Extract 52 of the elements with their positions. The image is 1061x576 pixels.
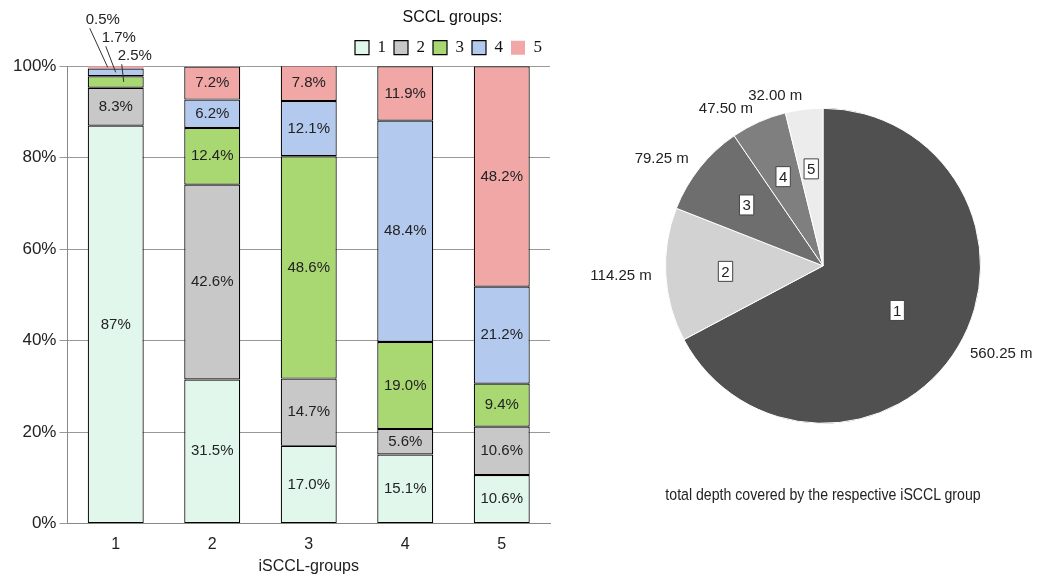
y-tick-label: 80% — [22, 147, 57, 167]
data-label: 21.2% — [480, 325, 524, 343]
data-label: 10.6% — [480, 441, 524, 459]
data-label: 9.4% — [484, 395, 519, 413]
y-tick-label: 20% — [22, 421, 57, 441]
data-label: 42.6% — [190, 272, 234, 290]
data-label: 11.9% — [384, 83, 426, 101]
legend-title: SCCL groups: — [402, 8, 503, 26]
data-label: 0.5% — [85, 10, 120, 28]
data-label: 79.25 m — [634, 149, 689, 167]
data-label: 1.7% — [101, 28, 136, 46]
data-label: 7.2% — [195, 73, 230, 91]
x-tick-label: 5 — [497, 534, 507, 552]
legend-label: 5 — [533, 37, 542, 57]
y-tick-label: 40% — [22, 330, 57, 350]
data-label: 114.25 m — [590, 265, 652, 283]
slice-label: 4 — [778, 167, 788, 185]
data-label: 2.5% — [117, 46, 152, 64]
data-label: 15.1% — [383, 478, 427, 496]
y-tick-label: 60% — [22, 238, 57, 258]
data-label: 12.1% — [287, 118, 331, 136]
data-label: 8.3% — [98, 96, 133, 114]
y-tick-label: 100% — [13, 55, 57, 75]
slice-label: 5 — [807, 160, 816, 177]
x-tick-label: 2 — [207, 534, 217, 552]
x-tick-label: 3 — [304, 534, 314, 552]
data-label: 6.2% — [195, 103, 230, 121]
data-label: 31.5% — [190, 441, 234, 459]
data-label: 17.0% — [287, 474, 331, 492]
data-label: 12.4% — [190, 146, 234, 164]
x-tick-label: 1 — [111, 534, 121, 552]
data-label: 48.6% — [287, 257, 331, 275]
data-label: 560.25 m — [969, 344, 1033, 362]
legend-label: 3 — [455, 37, 464, 57]
data-label: 48.4% — [383, 221, 427, 239]
data-label: 19.0% — [383, 375, 427, 393]
data-label: 87% — [100, 314, 131, 332]
slice-label: 1 — [893, 301, 902, 319]
text: total depth covered by the respective iSCCL group — [665, 485, 981, 504]
data-label: 5.6% — [388, 431, 423, 449]
x-axis-title: iSCCL-groups — [258, 556, 359, 574]
slice-label: 3 — [742, 196, 751, 214]
legend-label: 4 — [494, 37, 504, 57]
data-label: 14.7% — [287, 402, 331, 420]
slice-label: 2 — [721, 262, 730, 280]
x-tick-label: 4 — [400, 534, 410, 552]
y-tick-label: 0% — [31, 513, 57, 533]
data-label: 10.6% — [480, 489, 524, 507]
legend-label: 2 — [416, 37, 425, 57]
data-label: 48.2% — [480, 166, 524, 184]
legend-label: 1 — [377, 37, 386, 57]
data-label: 7.8% — [291, 73, 326, 91]
